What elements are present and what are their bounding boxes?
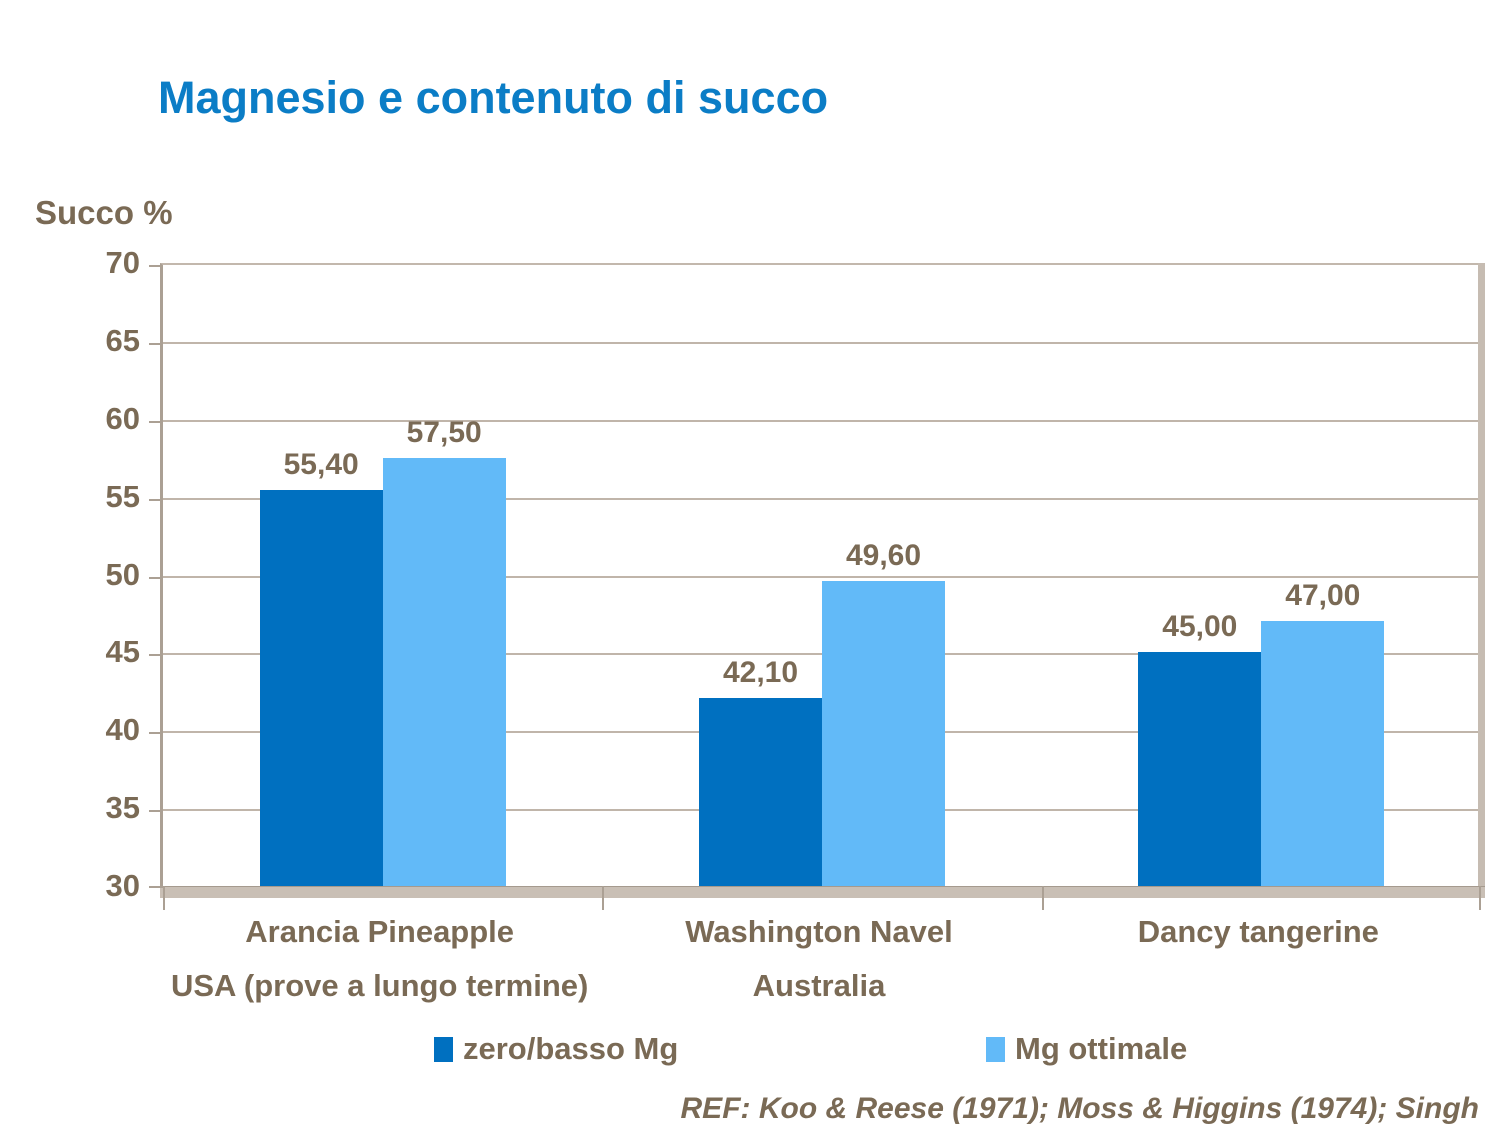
y-tick-mark-70 bbox=[149, 265, 163, 267]
y-tick-label-70: 70 bbox=[105, 245, 140, 280]
category-label-2: Dancy tangerine bbox=[1039, 912, 1478, 1012]
gridline-55 bbox=[163, 497, 1478, 500]
y-tick-label-65: 65 bbox=[105, 322, 140, 358]
y-tick-label-45: 45 bbox=[105, 634, 140, 670]
y-axis-tick-labels: 70 65 60 55 50 45 40 35 30 bbox=[0, 245, 140, 903]
x-axis-floor bbox=[160, 886, 1485, 898]
gridline-50 bbox=[163, 575, 1478, 578]
value-label-mg-ottimale-cat1: 49,60 bbox=[845, 538, 922, 572]
category-label-1: Washington Navel Australia bbox=[599, 912, 1038, 1012]
y-tick-mark-50 bbox=[149, 576, 163, 579]
y-tick-label-50: 50 bbox=[105, 556, 140, 592]
x-tick-mark-1 bbox=[602, 886, 605, 910]
category-label-1-line-1: Australia bbox=[752, 968, 886, 1003]
y-tick-label-30: 30 bbox=[105, 868, 140, 903]
bar-mg-ottimale-cat0 bbox=[382, 457, 506, 886]
plot-right-wall bbox=[1478, 263, 1485, 898]
y-tick-mark-60 bbox=[149, 420, 163, 423]
y-tick-label-60: 60 bbox=[105, 400, 140, 436]
gridline-60 bbox=[163, 419, 1478, 422]
bar-zero-basso-mg-cat0 bbox=[259, 490, 383, 886]
plot-area: 55,40 42,10 45,00 57,50 49,60 47,00 bbox=[149, 263, 1485, 910]
value-label-zero-basso-mg-cat2: 45,00 bbox=[1162, 610, 1238, 644]
x-tick-mark-3 bbox=[1479, 886, 1481, 910]
legend-swatch-mg-ottimale bbox=[986, 1036, 1005, 1062]
category-label-0: Arancia Pineapple USA (prove a lungo term… bbox=[160, 912, 599, 1012]
legend-label-mg-ottimale: Mg ottimale bbox=[1015, 1031, 1188, 1066]
bar-mg-ottimale-cat1 bbox=[822, 580, 945, 886]
chart-title: Magnesio e contenuto di succo bbox=[158, 72, 829, 123]
gridline-45 bbox=[163, 653, 1478, 656]
y-tick-label-55: 55 bbox=[105, 478, 140, 514]
legend-item-zero-basso-mg: zero/basso Mg bbox=[434, 1027, 678, 1071]
value-label-mg-ottimale-cat2: 47,00 bbox=[1285, 579, 1361, 613]
x-axis-category-labels: Arancia Pineapple USA (prove a lungo term… bbox=[160, 912, 1478, 1012]
gridline-65 bbox=[163, 341, 1478, 344]
x-tick-mark-2 bbox=[1041, 886, 1044, 910]
legend-item-mg-ottimale: Mg ottimale bbox=[986, 1027, 1187, 1071]
y-tick-label-35: 35 bbox=[105, 790, 140, 826]
bar-mg-ottimale-cat2 bbox=[1261, 621, 1385, 886]
value-label-mg-ottimale-cat0: 57,50 bbox=[406, 415, 482, 449]
y-tick-label-40: 40 bbox=[105, 712, 140, 748]
category-label-1-line-0: Washington Navel bbox=[685, 914, 953, 949]
y-tick-mark-35 bbox=[149, 810, 163, 813]
legend-swatch-zero-basso-mg bbox=[434, 1036, 453, 1062]
y-tick-mark-30 bbox=[149, 886, 163, 888]
x-tick-mark-0 bbox=[163, 886, 165, 910]
category-label-0-line-1: USA (prove a lungo termine) bbox=[170, 968, 589, 1003]
y-tick-mark-45 bbox=[149, 654, 163, 657]
y-tick-mark-65 bbox=[149, 342, 163, 345]
y-tick-mark-55 bbox=[149, 498, 163, 501]
value-label-zero-basso-mg-cat1: 42,10 bbox=[722, 655, 799, 689]
bar-zero-basso-mg-cat1 bbox=[699, 697, 822, 886]
bar-zero-basso-mg-cat2 bbox=[1138, 652, 1262, 886]
category-label-2-line-0: Dancy tangerine bbox=[1137, 914, 1379, 949]
value-label-zero-basso-mg-cat0: 55,40 bbox=[283, 448, 359, 482]
reference-text: REF: Koo & Reese (1971); Moss & Higgins … bbox=[680, 1092, 1479, 1125]
legend: zero/basso Mg Mg ottimale bbox=[0, 1027, 1501, 1071]
category-label-0-line-0: Arancia Pineapple bbox=[245, 914, 515, 949]
y-tick-mark-40 bbox=[149, 732, 163, 735]
legend-label-zero-basso-mg: zero/basso Mg bbox=[463, 1031, 679, 1066]
y-axis-title: Succo % bbox=[35, 194, 173, 231]
